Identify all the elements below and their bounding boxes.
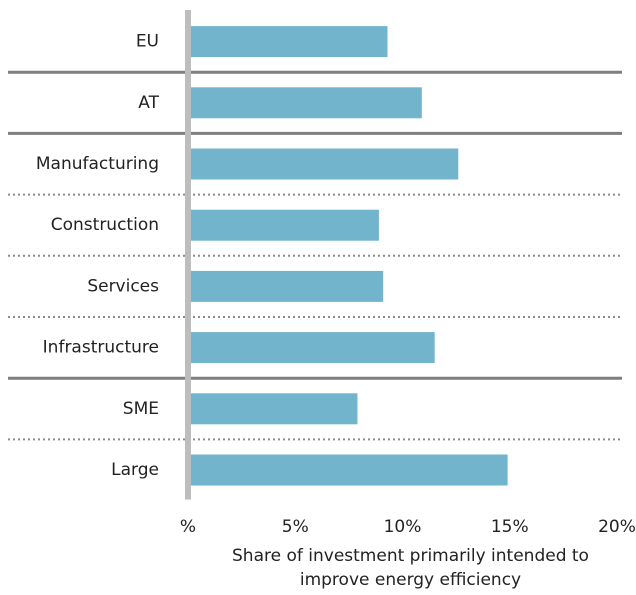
x-tick-label: % — [180, 517, 196, 537]
x-tick-label: 10% — [384, 517, 422, 537]
bar — [188, 87, 422, 119]
x-tick-label: 15% — [491, 517, 529, 537]
bar — [188, 209, 379, 241]
category-label: AT — [138, 93, 159, 113]
category-label: Services — [87, 276, 159, 296]
x-tick-label: 5% — [282, 517, 309, 537]
x-axis-title: improve energy efficiency — [300, 570, 521, 590]
bar — [188, 26, 388, 58]
bar — [188, 454, 508, 486]
category-label: Manufacturing — [36, 154, 159, 174]
category-label: EU — [136, 32, 159, 52]
x-tick-label: 20% — [598, 517, 636, 537]
category-label: SME — [123, 399, 159, 419]
bar — [188, 393, 358, 425]
bar — [188, 332, 435, 364]
y-axis — [185, 10, 191, 500]
category-label: Large — [111, 460, 159, 480]
bar — [188, 270, 384, 302]
bar — [188, 148, 459, 180]
x-axis-title: Share of investment primarily intended t… — [232, 546, 589, 566]
category-label: Construction — [51, 215, 159, 235]
category-label: Infrastructure — [43, 338, 159, 358]
